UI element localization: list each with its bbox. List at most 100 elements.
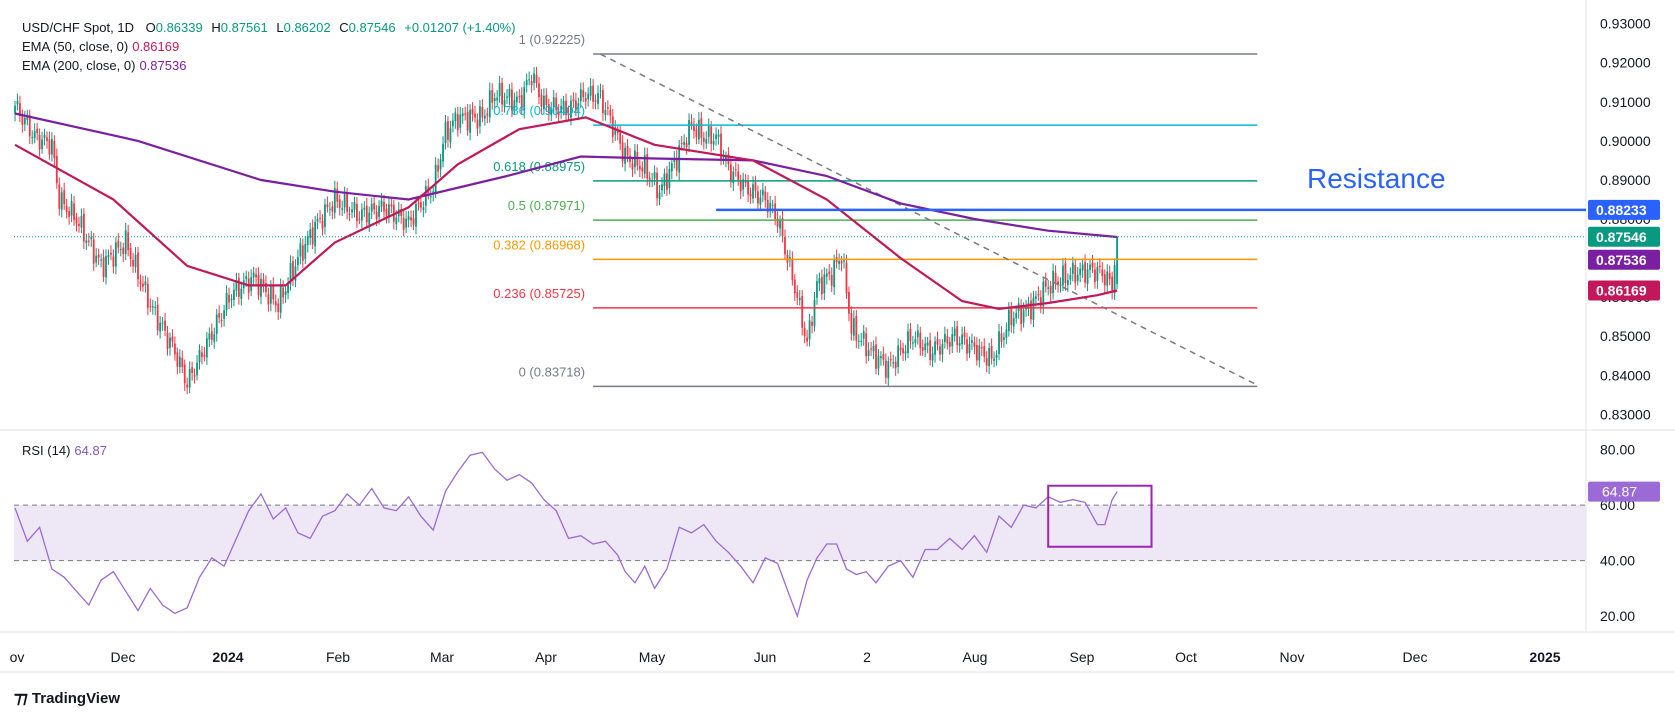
ema50-value: 0.86169 [132,39,180,54]
candle-body [1030,300,1032,320]
time-tick-label: Mar [430,649,454,665]
time-tick-label: 2025 [1529,649,1560,665]
candle-body [897,345,900,367]
candle-body [511,89,513,111]
rsi-band [14,505,1586,561]
candle-body [151,306,154,308]
candle-body [346,192,348,212]
candle-body [697,119,700,140]
candle-body [412,218,415,225]
candle-body [626,145,629,156]
candle-body [461,113,464,117]
candle-body [840,261,843,264]
candle-body [1062,265,1064,286]
rsi-value: 64.87 [74,443,107,458]
ema50-label: EMA (50, close, 0) [22,39,129,54]
candle-body [919,332,922,349]
candle-body [801,296,804,328]
candle-body [732,171,735,184]
candle-body [557,111,560,116]
candle-body [193,375,196,377]
candle-body [501,82,503,105]
candle-body [673,158,676,162]
candle-body [1035,296,1037,299]
candle-body [550,109,553,116]
rsi-highlight-box [1047,484,1153,548]
candle-body [552,97,555,108]
candle-body [380,200,383,207]
candle-body [434,164,437,193]
candle-body [80,216,83,228]
low-label: L [276,20,284,35]
candle-body [742,179,745,190]
candle-body [456,114,459,131]
candle-body [816,281,818,298]
candle-body [803,327,806,336]
candle-body [304,243,307,259]
candle-body [324,204,326,227]
candle-body [105,255,107,278]
candle-body [375,211,378,219]
candle-body [28,115,31,137]
candle-body [966,339,968,354]
candle-body [191,367,194,373]
candle-body [884,360,887,378]
candle-body [857,340,860,342]
price-tick-label: 0.92000 [1600,55,1651,71]
candle-body [299,243,302,257]
candle-body [250,277,253,291]
candle-body [823,274,826,294]
candle-body [407,216,410,220]
candle-body [16,100,19,104]
candle-body [525,80,528,86]
candle-body [791,259,794,281]
candle-body [1020,305,1023,325]
candle-body [390,204,393,207]
time-tick-label: Jun [754,649,777,665]
candle-body [503,100,506,107]
candle-body [695,129,698,137]
candle-body [174,343,176,355]
candle-body [643,155,646,174]
candle-body [1089,264,1091,271]
candle-body [1044,280,1047,287]
low-value: 0.86202 [283,20,331,35]
candle-body [235,280,238,291]
candle-body [722,157,725,159]
price-axis-badge-text: 0.86169 [1596,283,1647,299]
candle-body [813,299,816,327]
ema200-line [14,112,1118,239]
fib-level-label: 0.382 (0.86968) [493,237,585,252]
price-tick-label: 0.89000 [1600,172,1651,188]
candle-body [311,227,314,245]
candle-body [127,232,130,251]
candle-body [555,97,558,111]
candle-body [134,254,137,268]
candle-body [181,358,184,367]
ema200-label: EMA (200, close, 0) [22,58,136,73]
candle-body [196,362,198,376]
candle-body [951,334,954,347]
candle-body [528,79,531,81]
candle-body [648,177,651,180]
candle-body [481,106,484,118]
tradingview-logo[interactable]: ⁊⁊ TradingView [14,688,120,708]
candle-body [916,330,919,338]
candle-body [112,256,115,267]
candle-body [1113,265,1116,294]
candle-body [68,211,71,217]
time-tick-label: Nov [1280,649,1305,665]
candle-body [899,347,902,351]
candle-body [205,338,208,358]
candle-body [968,344,971,354]
price-axis-badge [1588,280,1660,301]
candle-body [570,100,572,118]
candle-body [653,172,656,179]
candle-body [543,95,545,110]
candle-body [459,114,462,128]
candle-body [51,138,53,155]
candle-body [92,239,95,264]
candle-body [1091,262,1094,268]
candle-body [156,304,159,331]
